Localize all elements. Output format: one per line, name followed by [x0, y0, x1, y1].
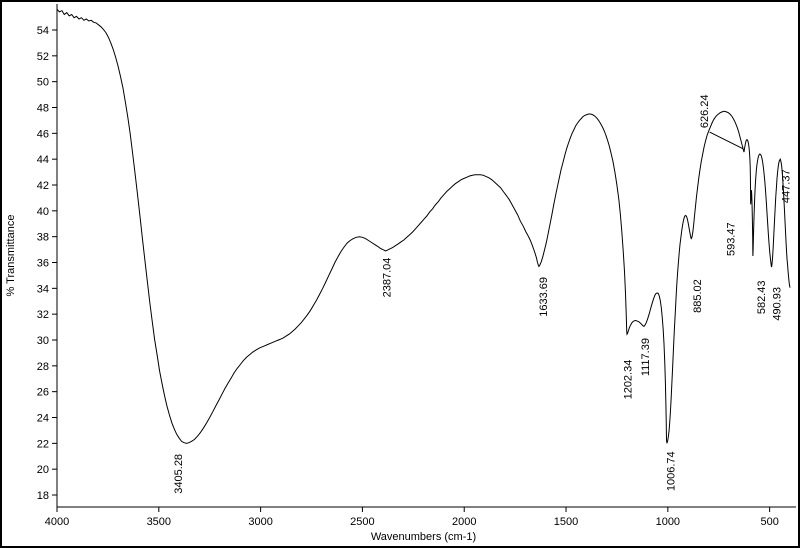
peak-label: 1633.69: [538, 277, 550, 317]
y-tick-label: 46: [37, 128, 49, 140]
y-tick-label: 22: [37, 438, 49, 450]
peak-label: 626.24: [699, 95, 711, 129]
x-tick-label: 4000: [45, 516, 69, 528]
spectrum-curve: [56, 8, 791, 444]
y-tick-label: 40: [37, 206, 49, 218]
peak-label: 593.47: [726, 222, 738, 256]
peak-label: 3405.28: [173, 454, 185, 494]
x-tick-label: 500: [760, 516, 778, 528]
y-tick-label: 36: [37, 258, 49, 270]
x-tick-label: 1000: [656, 516, 680, 528]
peak-label: 2387.04: [381, 258, 393, 298]
y-tick-label: 38: [37, 232, 49, 244]
y-axis-title: % Transmittance: [5, 215, 17, 297]
y-tick-label: 24: [37, 413, 49, 425]
y-tick-label: 30: [37, 335, 49, 347]
y-tick-label: 44: [37, 154, 49, 166]
y-tick-label: 52: [37, 51, 49, 63]
peak-label: 582.43: [756, 281, 768, 315]
x-tick-label: 2500: [350, 516, 374, 528]
x-tick-label: 3000: [248, 516, 272, 528]
y-tick-label: 32: [37, 309, 49, 321]
peak-label: 447.37: [780, 169, 792, 203]
y-tick-label: 28: [37, 361, 49, 373]
peak-label: 490.93: [771, 287, 783, 321]
x-tick-label: 2000: [452, 516, 476, 528]
y-tick-label: 50: [37, 77, 49, 89]
y-tick-label: 54: [37, 25, 49, 37]
peak-leader-line: [709, 131, 744, 150]
y-tick-label: 20: [37, 464, 49, 476]
y-tick-label: 48: [37, 103, 49, 115]
peak-label: 1202.34: [623, 360, 635, 400]
y-tick-label: 26: [37, 387, 49, 399]
x-tick-label: 1500: [554, 516, 578, 528]
x-axis-title: Wavenumbers (cm-1): [371, 531, 476, 543]
x-tick-label: 3500: [147, 516, 171, 528]
y-tick-label: 42: [37, 180, 49, 192]
peak-label: 885.02: [692, 279, 704, 313]
peak-label: 1117.39: [640, 338, 652, 376]
y-tick-label: 18: [37, 490, 49, 502]
peak-label: 1006.74: [665, 451, 677, 491]
y-tick-label: 34: [37, 283, 49, 295]
